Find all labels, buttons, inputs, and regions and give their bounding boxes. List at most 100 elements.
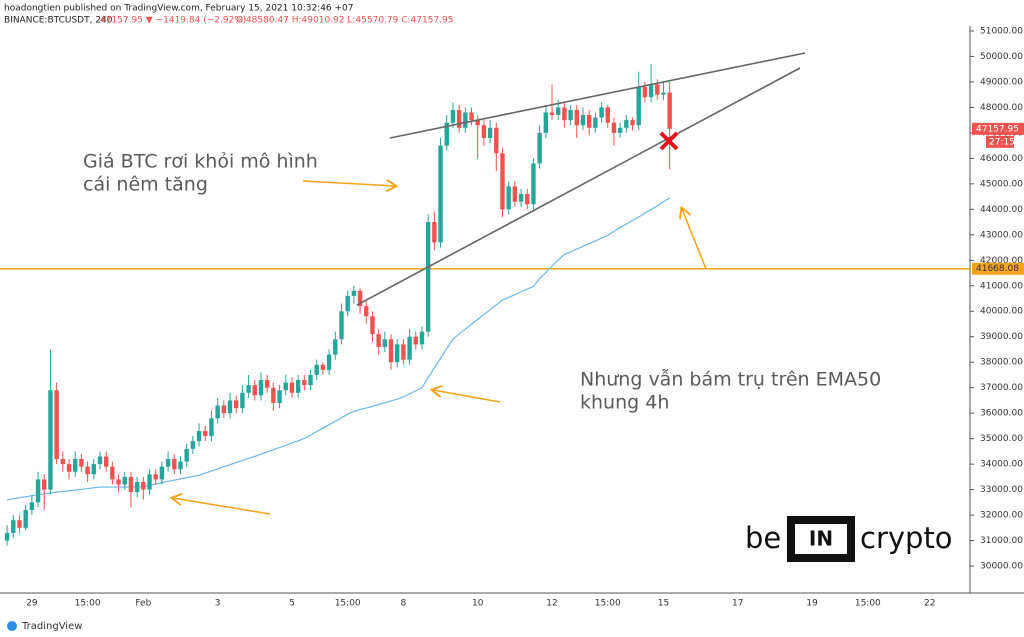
publisher: hoadongtien published on TradingView.com… (4, 4, 354, 14)
logo-inner (795, 524, 847, 554)
annotation: Nhưng vẫn bám trụ trên EMA50 (580, 368, 881, 391)
candle-body (234, 400, 239, 409)
y-tick-label: 42000.00 (980, 256, 1023, 266)
candle-body (556, 107, 561, 116)
arrow (682, 209, 707, 270)
candle-body (549, 112, 555, 116)
candle-body (17, 520, 22, 528)
candle-body (611, 122, 617, 133)
candle-body (73, 459, 78, 472)
candle-body (320, 364, 326, 370)
candle-body (574, 109, 579, 126)
candle-body (159, 466, 165, 480)
last-price-label: 47157.95 (976, 124, 1019, 134)
candle-body (667, 92, 672, 129)
y-tick-label: 37000.00 (980, 383, 1023, 393)
candle-body (450, 109, 456, 123)
candle-body (79, 459, 84, 467)
candle-body (196, 431, 202, 442)
candle-body (419, 331, 425, 345)
candle-body (134, 481, 140, 493)
candle-body (110, 466, 115, 480)
candle-body (147, 474, 152, 490)
x-tick-label: 15:00 (595, 599, 621, 609)
y-tick-label: 41000.00 (980, 281, 1023, 291)
arrows (173, 181, 707, 515)
candle-body (432, 222, 437, 243)
candle-body (184, 448, 189, 462)
level-box (972, 262, 1024, 275)
candle-body (172, 459, 177, 470)
candle-body (475, 120, 480, 126)
y-tick-label: 35000.00 (980, 434, 1023, 444)
candle-body (128, 476, 134, 493)
candle-body (605, 107, 610, 123)
candle-body (562, 107, 567, 121)
y-tick-label: 38000.00 (980, 358, 1023, 368)
x-tick-label: 15:00 (855, 599, 881, 609)
candle-body (599, 107, 604, 118)
y-tick-label: 48000.00 (980, 103, 1023, 113)
y-tick-label: 39000.00 (980, 332, 1023, 342)
y-tick-label: 33000.00 (980, 485, 1023, 495)
candle-body (271, 387, 276, 403)
y-tick-label: 31000.00 (980, 536, 1023, 546)
countdown-box (986, 135, 1014, 148)
y-tick-label: 49000.00 (980, 77, 1023, 87)
lower-trendline (356, 67, 801, 306)
candle-body (370, 316, 375, 335)
candle-body (295, 380, 301, 393)
arrow (173, 498, 271, 515)
candle-body (4, 532, 10, 541)
candle-body (11, 520, 16, 533)
logo-text: crypto (860, 521, 953, 555)
candle-body (648, 84, 654, 98)
candle-body (506, 186, 511, 210)
candle-body (203, 431, 208, 437)
candle-body (512, 186, 518, 202)
candle-body (382, 339, 388, 347)
x-tick-label: 15:00 (75, 599, 101, 609)
candle-body (240, 392, 245, 409)
candle-body (252, 385, 257, 396)
candle-body (91, 464, 96, 475)
candle-body (35, 479, 41, 503)
countdown: 27:15 (989, 137, 1015, 147)
candle-body (339, 311, 344, 340)
candle-body (60, 459, 66, 465)
candle-body (624, 120, 629, 128)
x-tick-label: Feb (135, 599, 151, 609)
candle-body (463, 112, 468, 128)
x-tick-label: 29 (26, 599, 38, 609)
candle-body (314, 364, 319, 375)
y-tick-label: 50000.00 (980, 52, 1023, 62)
y-tick-label: 40000.00 (980, 307, 1023, 317)
y-tick-label: 30000.00 (980, 562, 1023, 572)
candle-body (165, 459, 171, 467)
candle-body (376, 334, 381, 347)
candle-body (580, 115, 586, 126)
candle-body (48, 390, 53, 490)
candle-body (444, 122, 449, 146)
level-label: 41668.08 (976, 264, 1019, 274)
x-tick-label: 15:00 (335, 599, 361, 609)
candle-body (413, 336, 418, 345)
ema-line (7, 197, 671, 501)
candle-body (116, 479, 121, 485)
candle-body (655, 84, 660, 95)
annotation: cái nêm tăng (83, 174, 208, 196)
y-tick-label: 51000.00 (980, 26, 1023, 36)
candle-body (153, 474, 158, 480)
candle-body (326, 354, 332, 370)
candle-body (469, 112, 474, 121)
candle-body (54, 390, 59, 460)
annotation: Giá BTC rơi khỏi mô hình (83, 151, 318, 173)
candle-body (537, 132, 542, 164)
candle-body (29, 502, 35, 510)
candle-body (518, 194, 524, 202)
candle-body (302, 380, 307, 386)
symbol: BINANCE:BTCUSDT, 240 (4, 16, 113, 26)
candle-body (388, 339, 394, 363)
y-tick-label: 34000.00 (980, 460, 1023, 470)
upper-trendline (389, 52, 806, 139)
